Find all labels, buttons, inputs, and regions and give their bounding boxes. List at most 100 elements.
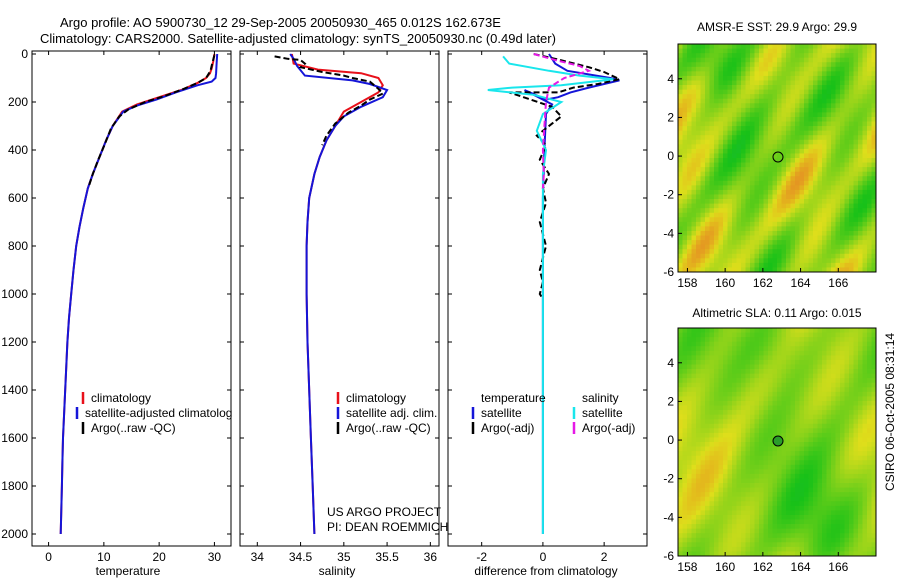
- heatmap-cell: [808, 85, 814, 90]
- heatmap-cell: [862, 253, 868, 259]
- heatmap-cell: [813, 332, 818, 338]
- heatmap-cell: [822, 116, 827, 122]
- heatmap-cell: [786, 405, 791, 411]
- heatmap-cell: [786, 240, 791, 246]
- heatmap-cell: [754, 496, 760, 502]
- heatmap-cell: [709, 94, 715, 100]
- heatmap-cell: [727, 382, 733, 388]
- heatmap-cell: [871, 185, 877, 191]
- heatmap-cell: [709, 496, 715, 502]
- heatmap-cell: [813, 62, 818, 68]
- heatmap-cell: [849, 244, 854, 250]
- heatmap-cell: [750, 171, 755, 177]
- heatmap-cell: [700, 153, 706, 159]
- heatmap-cell: [682, 121, 688, 127]
- heatmap-cell: [723, 533, 728, 539]
- heatmap-cell: [741, 48, 746, 54]
- heatmap-cell: [844, 387, 850, 393]
- heatmap-cell: [759, 153, 764, 159]
- heatmap-cell: [808, 253, 814, 259]
- heatmap-cell: [750, 230, 755, 236]
- heatmap-cell: [871, 94, 877, 100]
- heatmap-cell: [768, 483, 773, 488]
- heatmap-cell: [790, 258, 796, 264]
- heatmap-cell: [777, 139, 782, 145]
- heatmap-cell: [799, 249, 805, 255]
- heatmap-cell: [732, 469, 737, 475]
- heatmap-cell: [732, 244, 737, 250]
- y-tick-label: -4: [663, 510, 674, 524]
- heatmap-cell: [790, 442, 796, 447]
- heatmap-cell: [817, 98, 823, 104]
- heatmap-cell: [831, 121, 836, 127]
- heatmap-cell: [768, 464, 773, 470]
- heatmap-cell: [763, 437, 769, 443]
- heatmap-cell: [849, 171, 854, 177]
- heatmap-cell: [826, 396, 832, 402]
- heatmap-cell: [750, 387, 755, 393]
- heatmap-cell: [772, 94, 778, 100]
- heatmap-cell: [871, 53, 877, 59]
- heatmap-cell: [754, 262, 760, 268]
- heatmap-cell: [849, 71, 854, 77]
- y-tick-label: 4: [667, 72, 674, 86]
- heatmap-cell: [849, 240, 854, 246]
- y-tick-label: 4: [667, 356, 674, 370]
- heatmap-cell: [678, 505, 683, 511]
- heatmap-cell: [705, 546, 710, 552]
- heatmap-cell: [678, 103, 683, 109]
- heatmap-cell: [826, 121, 832, 127]
- heatmap-cell: [772, 121, 778, 127]
- heatmap-cell: [741, 346, 746, 352]
- heatmap-cell: [844, 244, 850, 250]
- heatmap-cell: [768, 221, 773, 227]
- heatmap-cell: [831, 217, 836, 223]
- heatmap-cell: [777, 262, 782, 268]
- heatmap-cell: [795, 355, 800, 361]
- heatmap-cell: [709, 89, 715, 95]
- heatmap-cell: [714, 510, 719, 516]
- heatmap-cell: [862, 244, 868, 250]
- heatmap-cell: [862, 496, 868, 502]
- heatmap-cell: [786, 483, 791, 488]
- heatmap-cell: [772, 451, 778, 457]
- heatmap-cell: [750, 337, 755, 343]
- heatmap-cell: [826, 71, 832, 77]
- heatmap-cell: [691, 442, 697, 447]
- heatmap-cell: [745, 332, 751, 338]
- heatmap-cell: [714, 230, 719, 236]
- heatmap-cell: [831, 148, 836, 154]
- heatmap-cell: [867, 258, 872, 264]
- heatmap-cell: [700, 410, 706, 416]
- heatmap-cell: [754, 53, 760, 59]
- heatmap-cell: [813, 446, 818, 452]
- heatmap-cell: [750, 396, 755, 402]
- y-tick-label: 600: [8, 191, 28, 205]
- heatmap-cell: [754, 267, 760, 273]
- heatmap-cell: [817, 369, 823, 374]
- heatmap-cell: [831, 44, 836, 49]
- heatmap-cell: [745, 464, 751, 470]
- heatmap-cell: [844, 176, 850, 182]
- heatmap-cell: [844, 405, 850, 411]
- heatmap-cell: [687, 226, 692, 232]
- heatmap-cell: [723, 483, 728, 488]
- heatmap-cell: [687, 221, 692, 227]
- heatmap-cell: [831, 53, 836, 59]
- heatmap-cell: [772, 176, 778, 182]
- heatmap-cell: [718, 382, 724, 388]
- heatmap-cell: [799, 437, 805, 443]
- heatmap-cell: [714, 48, 719, 54]
- heatmap-cell: [714, 235, 719, 241]
- heatmap-cell: [768, 75, 773, 81]
- heatmap-cell: [862, 492, 868, 498]
- y-tick-label: -2: [663, 188, 674, 202]
- heatmap-cell: [727, 469, 733, 475]
- heatmap-cell: [840, 437, 845, 443]
- heatmap-cell: [736, 332, 742, 338]
- heatmap-cell: [763, 112, 769, 118]
- heatmap-cell: [687, 89, 692, 95]
- heatmap-cell: [682, 469, 688, 475]
- heatmap-cell: [799, 396, 805, 402]
- heatmap-cell: [840, 44, 845, 49]
